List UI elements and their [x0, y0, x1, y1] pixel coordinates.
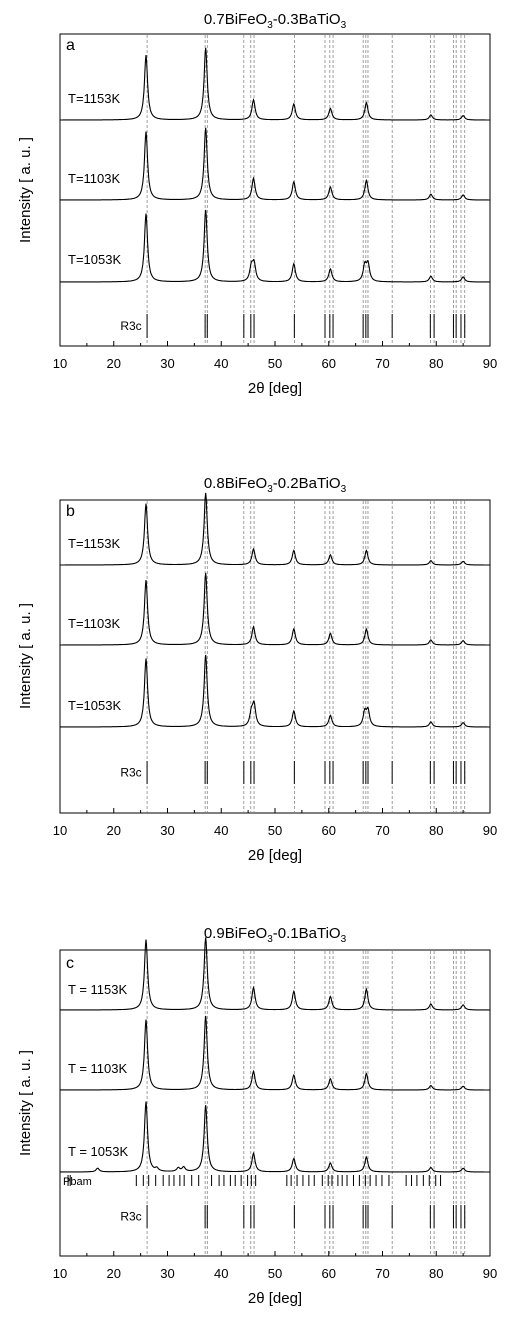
series-line [60, 209, 490, 283]
x-tick-label: 20 [107, 1266, 121, 1281]
series-line [60, 47, 490, 121]
series-line [60, 1101, 490, 1173]
chart-panel-c: 0.9BiFeO3-0.1BaTiO3 c T = 1153K T = 1103K T … [17, 925, 497, 1307]
x-axis-label: 2θ [deg] [248, 1290, 302, 1307]
chart-panel-b: 0.8BiFeO3-0.2BaTiO3 b T=1153K T=1103K T=1053… [17, 475, 497, 864]
series-label: T=1053K [68, 252, 121, 267]
x-tick-label: 30 [160, 356, 174, 371]
series-label: T = 1103K [68, 1061, 127, 1076]
series-label: T=1103K [68, 171, 120, 186]
series-line [60, 937, 490, 1011]
series-label: T=1153K [68, 536, 120, 551]
x-tick-label: 80 [429, 356, 443, 371]
x-axis-label: 2θ [deg] [248, 380, 302, 397]
series-line [60, 654, 490, 728]
reference-phase-label: R3c [120, 766, 141, 780]
series-label: T=1103K [68, 616, 120, 631]
panel-label: b [66, 503, 75, 520]
y-axis-label: Intensity [ a. u. ] [17, 603, 34, 709]
x-axis-label: 2θ [deg] [248, 847, 302, 864]
series-label: T=1153K [68, 91, 120, 106]
chart-title: 0.9BiFeO3-0.1BaTiO3 [204, 925, 347, 945]
panel-label: c [66, 955, 74, 972]
x-tick-label: 80 [429, 823, 443, 838]
series-line [59, 127, 490, 201]
x-tick-label: 50 [268, 823, 282, 838]
x-tick-label: 40 [214, 823, 228, 838]
x-tick-label: 10 [53, 356, 67, 371]
x-tick-label: 90 [483, 823, 497, 838]
series-line [60, 492, 490, 566]
x-tick-label: 30 [160, 823, 174, 838]
x-tick-label: 70 [375, 1266, 389, 1281]
chart-panel-a: 0.7BiFeO3-0.3BaTiO3 a T=1153K T=1103K T=1053… [17, 11, 497, 397]
reference-phase-label: R3c [120, 319, 141, 333]
x-tick-label: 40 [214, 1266, 228, 1281]
reference-phase-label: Pbam [63, 1176, 92, 1188]
x-tick-label: 50 [268, 356, 282, 371]
plot-frame [59, 33, 491, 347]
x-tick-label: 20 [107, 823, 121, 838]
x-tick-label: 60 [322, 1266, 336, 1281]
y-axis-label: Intensity [ a. u. ] [17, 137, 34, 243]
series-label: T = 1153K [68, 982, 127, 997]
panel-label: a [66, 37, 75, 54]
series-line [60, 572, 490, 646]
x-tick-label: 70 [375, 823, 389, 838]
reference-phase-label: R3c [120, 1210, 141, 1224]
series-label: T=1053K [68, 698, 121, 713]
x-tick-label: 50 [268, 1266, 282, 1281]
x-tick-label: 60 [322, 356, 336, 371]
x-tick-label: 80 [429, 1266, 443, 1281]
series-label: T = 1053K [68, 1144, 128, 1159]
x-tick-label: 40 [214, 356, 228, 371]
chart-title: 0.8BiFeO3-0.2BaTiO3 [204, 475, 347, 495]
x-tick-label: 70 [375, 356, 389, 371]
chart-title: 0.7BiFeO3-0.3BaTiO3 [204, 11, 347, 31]
x-tick-label: 30 [160, 1266, 174, 1281]
series-line [60, 1015, 490, 1091]
x-tick-label: 60 [322, 823, 336, 838]
x-tick-label: 90 [483, 356, 497, 371]
x-tick-label: 90 [483, 1266, 497, 1281]
x-tick-label: 20 [107, 356, 121, 371]
y-axis-label: Intensity [ a. u. ] [17, 1050, 34, 1156]
x-tick-label: 10 [53, 1266, 67, 1281]
x-tick-label: 10 [53, 823, 67, 838]
